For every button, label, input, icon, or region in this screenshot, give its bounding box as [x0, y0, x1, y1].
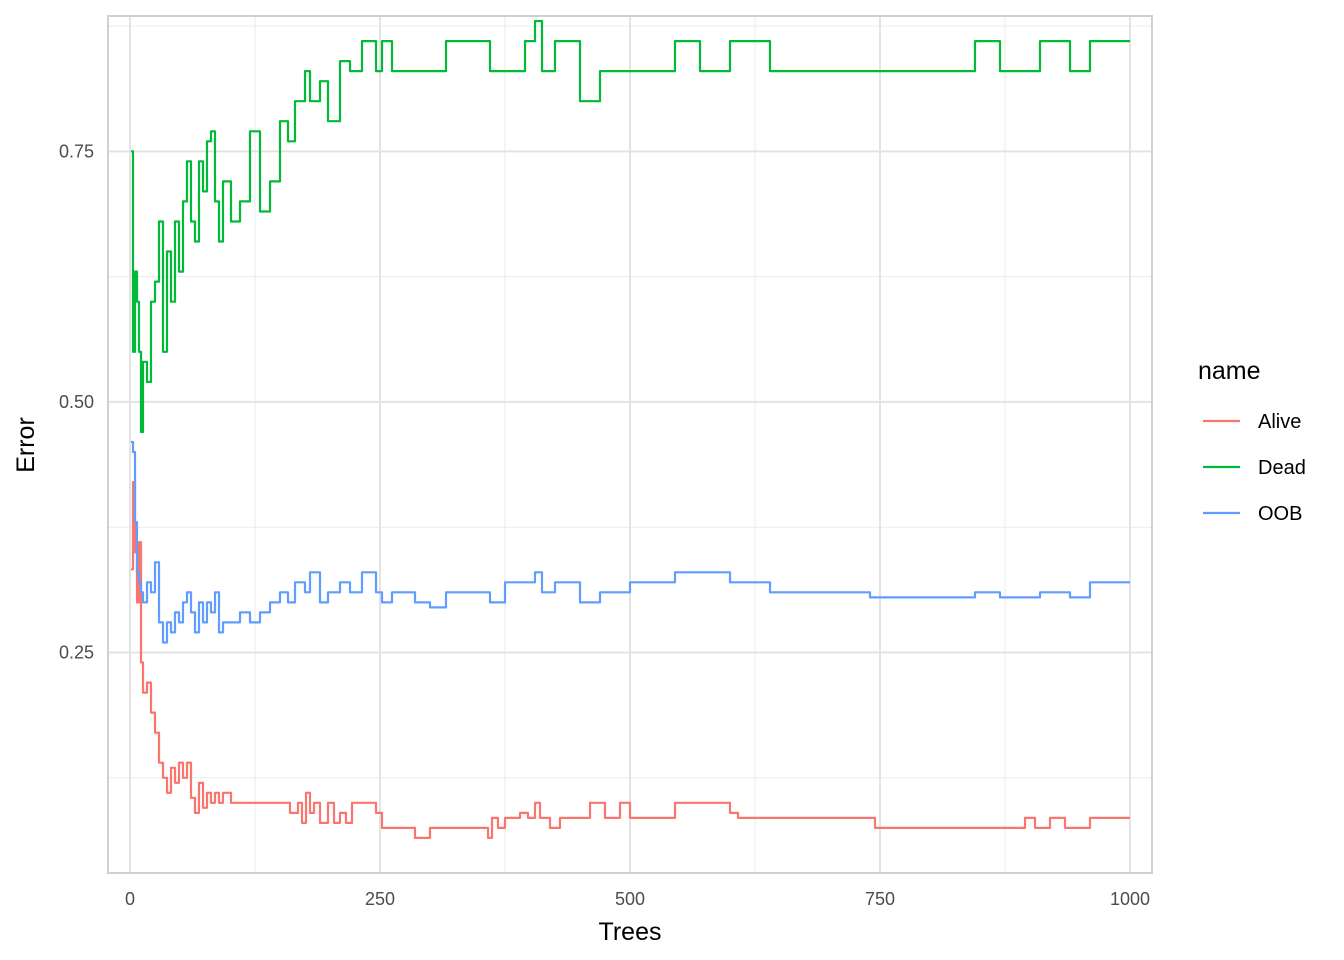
- series-line-alive: [131, 481, 1130, 839]
- grid-major: [108, 16, 1152, 873]
- y-tick-label: 0.75: [59, 141, 94, 161]
- x-axis-title: Trees: [599, 918, 662, 946]
- legend: name Alive Dead OOB: [1198, 357, 1306, 525]
- y-axis-title: Error: [12, 417, 40, 473]
- series-line-dead: [131, 19, 1130, 434]
- y-tick-label: 0.25: [59, 642, 94, 662]
- x-tick-labels: 0 250 500 750 1000: [125, 889, 1150, 909]
- panel-border: [107, 15, 1153, 874]
- legend-label-alive: Alive: [1258, 411, 1301, 433]
- x-tick-label: 750: [865, 889, 895, 909]
- x-tick-label: 0: [125, 889, 135, 909]
- x-tick-label: 250: [365, 889, 395, 909]
- legend-label-dead: Dead: [1258, 457, 1306, 479]
- series-lines: [131, 19, 1130, 839]
- y-tick-labels: 0.25 0.50 0.75: [59, 141, 94, 662]
- y-tick-label: 0.50: [59, 392, 94, 412]
- series-line-oob: [131, 440, 1130, 644]
- legend-label-oob: OOB: [1258, 503, 1302, 525]
- legend-title: name: [1198, 357, 1261, 385]
- legend-items: Alive Dead OOB: [1203, 411, 1306, 525]
- x-tick-label: 500: [615, 889, 645, 909]
- x-tick-label: 1000: [1110, 889, 1150, 909]
